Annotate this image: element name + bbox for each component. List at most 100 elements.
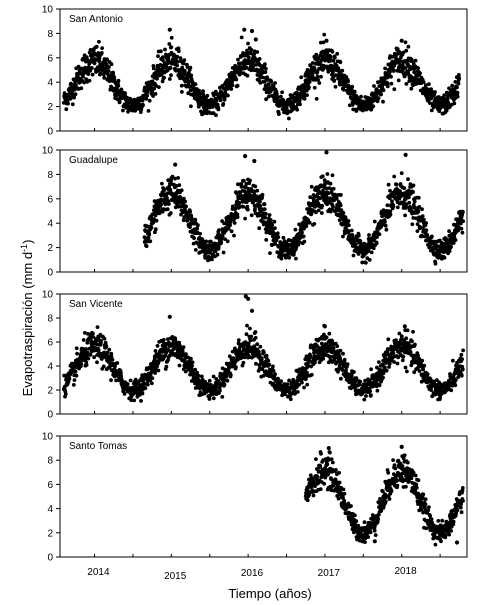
data-point xyxy=(385,81,390,86)
data-point xyxy=(308,354,313,359)
data-point xyxy=(146,235,151,240)
data-point xyxy=(181,345,186,349)
panel-label: Santo Tomas xyxy=(69,441,127,452)
data-point xyxy=(411,216,416,220)
data-point xyxy=(391,351,396,355)
data-point xyxy=(249,28,255,34)
data-point xyxy=(335,51,340,56)
data-point xyxy=(461,210,465,215)
data-point xyxy=(249,334,254,339)
data-point xyxy=(199,374,204,379)
data-point xyxy=(377,232,382,237)
data-point xyxy=(392,51,397,56)
data-point xyxy=(267,362,272,367)
data-point xyxy=(438,395,442,400)
data-point xyxy=(181,218,186,223)
data-point xyxy=(176,46,181,51)
data-point xyxy=(386,182,391,187)
data-point xyxy=(273,81,277,85)
data-point xyxy=(281,235,286,240)
data-point xyxy=(388,209,393,214)
data-point xyxy=(235,212,240,217)
data-point xyxy=(287,116,291,121)
data-point xyxy=(403,66,408,70)
data-point xyxy=(188,65,193,70)
data-point xyxy=(315,69,320,74)
data-point xyxy=(167,314,172,319)
data-point xyxy=(313,194,318,199)
data-point xyxy=(67,376,72,381)
data-point xyxy=(364,260,368,265)
data-point xyxy=(406,44,411,49)
data-point xyxy=(211,374,216,379)
data-point xyxy=(383,365,387,370)
data-point xyxy=(87,346,92,351)
data-point xyxy=(453,383,458,388)
data-point xyxy=(328,54,333,59)
data-point xyxy=(201,92,206,97)
data-point xyxy=(269,79,274,84)
data-point xyxy=(201,89,205,94)
panel-label: San Antonio xyxy=(69,14,123,25)
data-point xyxy=(90,72,95,77)
data-point xyxy=(233,360,238,364)
data-point xyxy=(109,62,114,67)
data-point xyxy=(241,204,246,209)
data-point xyxy=(207,397,212,401)
data-point xyxy=(325,462,330,467)
data-point xyxy=(187,84,192,89)
data-point xyxy=(317,81,322,85)
data-point xyxy=(452,222,456,227)
data-point xyxy=(249,308,255,313)
data-point xyxy=(390,199,394,204)
data-point xyxy=(242,178,246,183)
data-point xyxy=(95,360,99,365)
data-point xyxy=(255,188,260,193)
data-point xyxy=(304,224,309,229)
data-point xyxy=(330,460,335,465)
data-point xyxy=(347,103,352,108)
data-point xyxy=(349,228,354,233)
data-point xyxy=(179,83,184,88)
data-point xyxy=(193,217,198,222)
data-point xyxy=(392,87,397,92)
data-point xyxy=(403,152,408,157)
data-point xyxy=(455,90,460,95)
data-point xyxy=(350,84,355,89)
data-point xyxy=(257,57,262,61)
data-point xyxy=(411,329,415,334)
y-tick-label: 10 xyxy=(42,146,54,157)
data-point xyxy=(411,190,415,195)
data-point xyxy=(407,195,411,200)
data-point xyxy=(309,184,314,189)
data-point xyxy=(319,74,323,79)
data-point xyxy=(356,252,361,256)
data-point xyxy=(389,74,393,79)
data-point xyxy=(241,360,246,365)
data-point xyxy=(401,354,406,359)
data-point xyxy=(143,386,148,391)
data-point xyxy=(460,357,464,362)
data-point xyxy=(307,85,311,90)
data-point xyxy=(187,79,192,84)
data-point xyxy=(257,213,261,218)
data-point xyxy=(288,397,293,402)
data-point xyxy=(96,51,101,55)
y-tick-label: 2 xyxy=(47,243,53,254)
data-point xyxy=(225,378,230,383)
data-point xyxy=(457,76,462,80)
data-point xyxy=(132,398,137,403)
data-point xyxy=(301,234,306,239)
data-point xyxy=(326,191,331,196)
data-point xyxy=(266,94,271,99)
y-tick-label: 4 xyxy=(47,78,53,89)
data-point xyxy=(150,90,155,94)
data-point xyxy=(416,66,420,70)
data-point xyxy=(294,256,298,261)
data-point xyxy=(143,85,147,90)
data-point xyxy=(337,470,341,475)
data-point xyxy=(312,222,317,226)
data-point xyxy=(74,346,79,351)
data-point xyxy=(305,498,310,503)
